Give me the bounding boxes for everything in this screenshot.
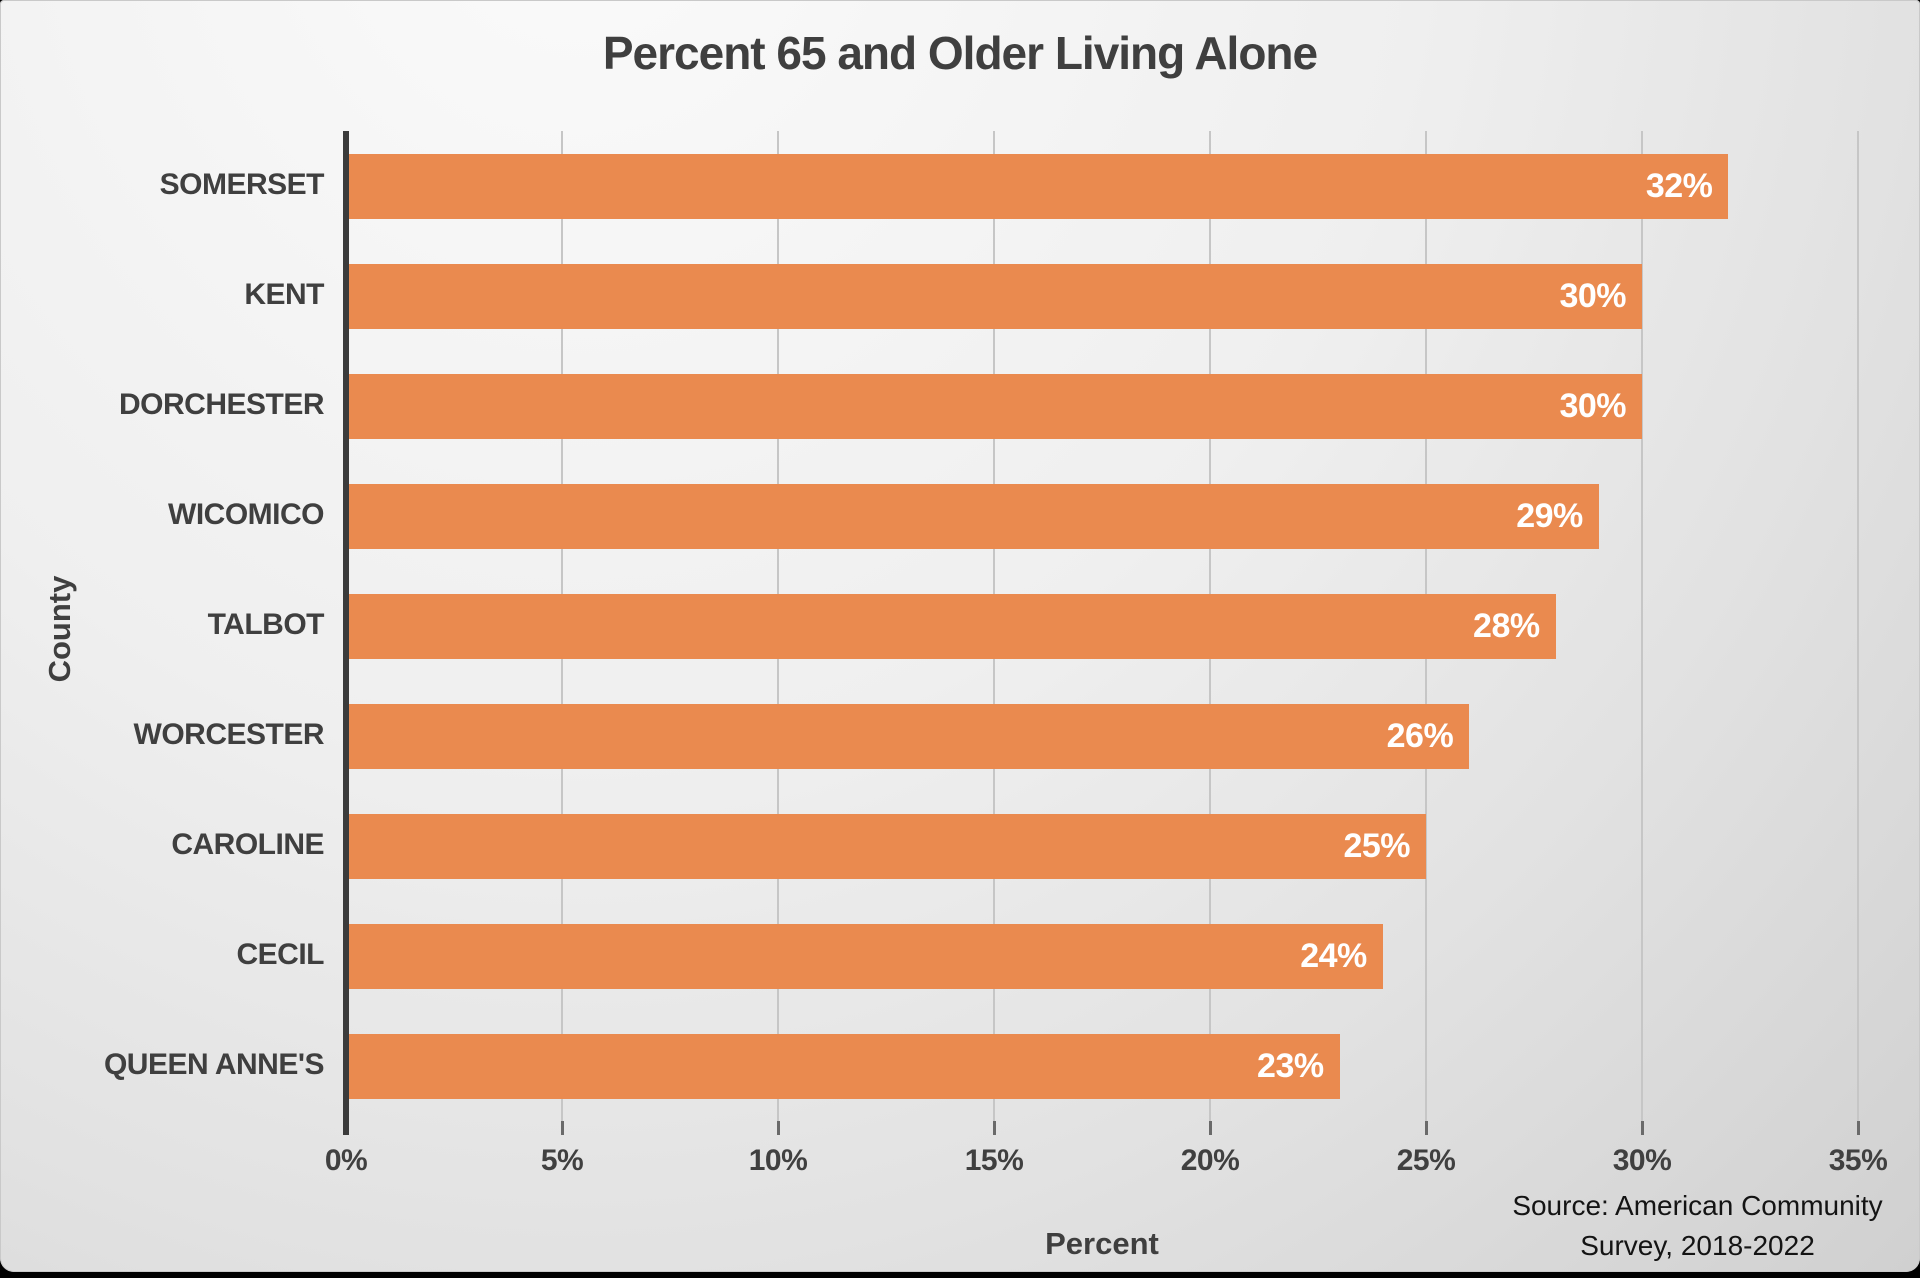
- x-tick-label-25%: 25%: [1396, 1144, 1456, 1177]
- bar: 30%: [346, 263, 1642, 329]
- bar-value-label: 29%: [1516, 496, 1583, 535]
- bar: 26%: [346, 703, 1470, 769]
- category-label: KENT: [244, 278, 324, 311]
- source-note: Source: American Community Survey, 2018-…: [1500, 1186, 1895, 1266]
- bar-value-label: 23%: [1257, 1046, 1324, 1085]
- bar-value-label: 30%: [1559, 276, 1626, 315]
- chart-title: Percent 65 and Older Living Alone: [602, 27, 1318, 79]
- category-label: WICOMICO: [168, 498, 324, 531]
- source-line-1: Source: American Community: [1512, 1190, 1883, 1221]
- category-label: CECIL: [236, 938, 325, 971]
- bar: 25%: [346, 813, 1426, 879]
- x-tick-label-20%: 20%: [1180, 1144, 1240, 1177]
- x-tick-label-35%: 35%: [1828, 1144, 1888, 1177]
- bar-value-label: 30%: [1559, 386, 1626, 425]
- category-label: TALBOT: [207, 608, 325, 641]
- bar: 28%: [346, 593, 1556, 659]
- category-label: QUEEN ANNE'S: [103, 1048, 325, 1081]
- category-label: WORCESTER: [133, 718, 325, 751]
- bar-value-label: 24%: [1300, 936, 1367, 975]
- bar: 32%: [346, 153, 1729, 219]
- bar-value-label: 25%: [1343, 826, 1410, 865]
- tick-mark-20%: [1208, 1121, 1212, 1135]
- x-tick-label-10%: 10%: [748, 1144, 808, 1177]
- y-axis-title: County: [42, 575, 77, 683]
- bar-value-label: 32%: [1645, 166, 1713, 205]
- tick-mark-10%: [776, 1121, 780, 1135]
- gridline-35%: [1857, 131, 1859, 1121]
- tick-mark-35%: [1856, 1121, 1860, 1135]
- category-label: CAROLINE: [171, 828, 324, 861]
- x-axis-title: Percent: [1045, 1226, 1159, 1261]
- bar: 29%: [346, 483, 1599, 549]
- tick-mark-15%: [992, 1121, 996, 1135]
- tick-mark-5%: [560, 1121, 564, 1135]
- y-axis-line: [343, 131, 349, 1135]
- x-tick-label-5%: 5%: [540, 1144, 584, 1177]
- gridline-30%: [1641, 131, 1643, 1121]
- tick-mark-30%: [1640, 1121, 1644, 1135]
- bar-value-label: 28%: [1473, 606, 1540, 645]
- source-line-2: Survey, 2018-2022: [1580, 1230, 1815, 1261]
- x-tick-label-0%: 0%: [324, 1144, 368, 1177]
- category-label: DORCHESTER: [118, 388, 325, 421]
- bar: 24%: [346, 923, 1383, 989]
- category-label: SOMERSET: [159, 168, 325, 201]
- bar: 30%: [346, 373, 1642, 439]
- x-tick-label-30%: 30%: [1612, 1144, 1672, 1177]
- x-tick-label-15%: 15%: [964, 1144, 1024, 1177]
- tick-mark-25%: [1424, 1121, 1428, 1135]
- bar-value-label: 26%: [1386, 716, 1454, 755]
- plot-area: 32% 30% 30% 29% 28% 26% 25% 24% 23%: [343, 131, 1859, 1135]
- bar: 23%: [346, 1033, 1340, 1099]
